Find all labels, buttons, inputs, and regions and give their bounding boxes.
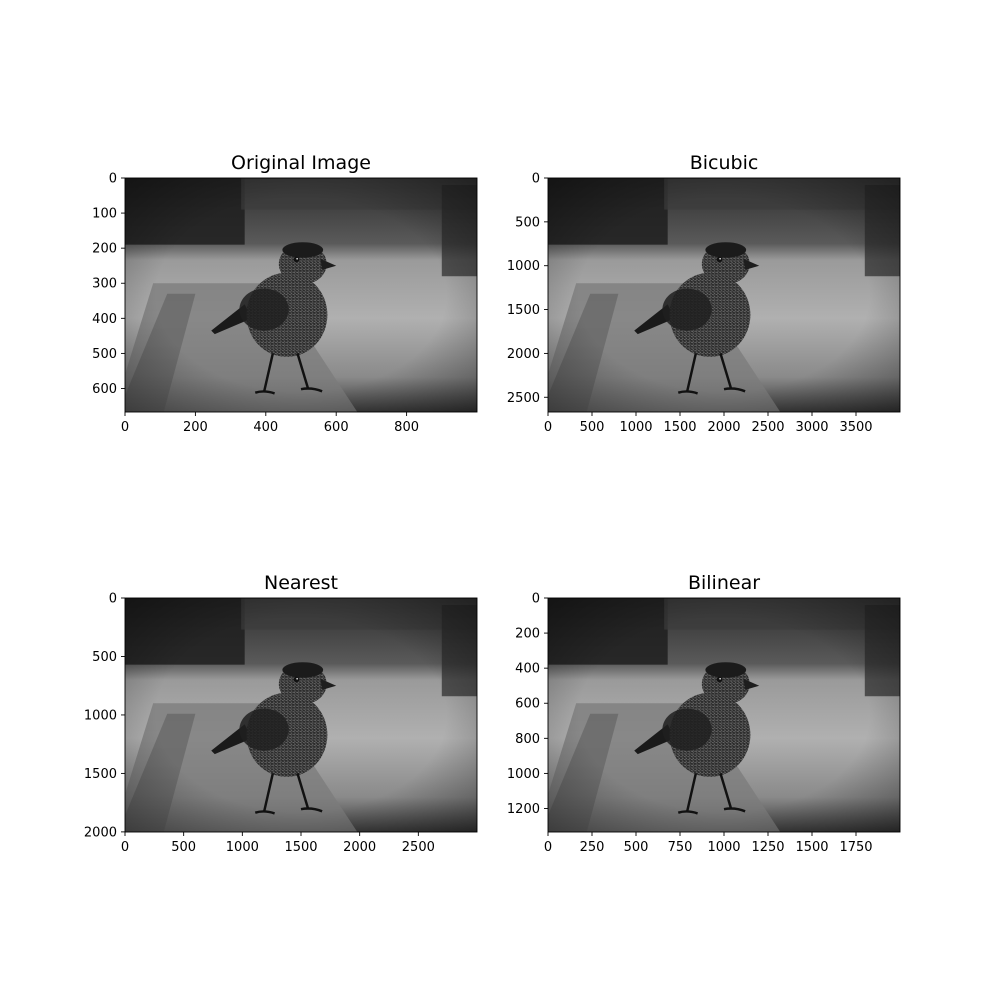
y-tick-label: 2500 (507, 391, 540, 406)
x-tick-label: 1000 (619, 420, 652, 435)
y-tick-label: 1000 (507, 259, 540, 274)
x-tick-label: 1500 (284, 840, 317, 855)
bird-image (548, 598, 900, 832)
x-tick-label: 0 (544, 840, 552, 855)
y-tick-label: 200 (515, 627, 540, 642)
subplot-3: Nearest 0 500 1000 1500 2000 2500 0 500 1000 1500 2… (84, 572, 478, 855)
x-tick-label: 2000 (707, 420, 740, 435)
x-tick-label: 800 (394, 420, 419, 435)
y-tick-label: 1000 (84, 708, 117, 723)
y-tick-label: 0 (532, 172, 540, 187)
x-tick-label: 500 (580, 420, 605, 435)
x-tick-label: 1500 (795, 840, 828, 855)
y-tick-label: 1200 (507, 802, 540, 817)
subplot-title: Nearest (264, 572, 338, 594)
x-tick-label: 400 (253, 420, 278, 435)
subplot-title: Bicubic (690, 152, 759, 174)
x-tick-label: 3000 (795, 420, 828, 435)
x-tick-label: 3500 (839, 420, 872, 435)
y-tick-label: 600 (92, 382, 117, 397)
subplot-4: Bilinear 0 250 500 750 1000 1250 1500 1750 0 200 40… (507, 572, 901, 855)
y-tick-label: 500 (92, 650, 117, 665)
y-tick-label: 100 (92, 207, 117, 222)
x-tick-label: 750 (668, 840, 693, 855)
x-tick-label: 200 (183, 420, 208, 435)
y-tick-label: 0 (109, 592, 117, 607)
subplot-2: Bicubic 0 500 1000 1500 2000 2500 3000 3500 0 500 1… (507, 152, 901, 435)
x-tick-label: 2000 (343, 840, 376, 855)
x-tick-label: 0 (121, 840, 129, 855)
x-tick-label: 1000 (226, 840, 259, 855)
y-tick-label: 0 (109, 172, 117, 187)
bird-image (125, 178, 477, 412)
y-tick-label: 300 (92, 277, 117, 292)
y-tick-label: 500 (515, 215, 540, 230)
subplot-1: Original Image 0 200 400 600 800 0 100 200 300 400… (92, 152, 478, 435)
y-tick-label: 2000 (507, 347, 540, 362)
y-tick-label: 600 (515, 697, 540, 712)
x-tick-label: 600 (324, 420, 349, 435)
bird-image (125, 598, 477, 832)
x-tick-label: 1250 (751, 840, 784, 855)
x-tick-label: 1750 (839, 840, 872, 855)
y-tick-label: 1500 (84, 767, 117, 782)
subplot-title: Bilinear (688, 572, 760, 594)
x-tick-label: 500 (624, 840, 649, 855)
x-tick-label: 2500 (402, 840, 435, 855)
bird-image (548, 178, 900, 412)
y-tick-label: 800 (515, 732, 540, 747)
x-tick-label: 1500 (663, 420, 696, 435)
y-tick-label: 2000 (84, 825, 117, 840)
y-tick-label: 1000 (507, 767, 540, 782)
x-tick-label: 0 (544, 420, 552, 435)
subplot-title: Original Image (231, 152, 371, 174)
y-tick-label: 0 (532, 592, 540, 607)
y-tick-label: 500 (92, 347, 117, 362)
x-tick-label: 500 (171, 840, 196, 855)
y-tick-label: 400 (92, 312, 117, 327)
y-tick-label: 200 (92, 242, 117, 257)
axes-frame (124, 177, 478, 413)
y-tick-label: 400 (515, 662, 540, 677)
x-tick-label: 250 (580, 840, 605, 855)
x-tick-label: 2500 (751, 420, 784, 435)
y-tick-label: 1500 (507, 303, 540, 318)
x-tick-label: 1000 (707, 840, 740, 855)
x-tick-label: 0 (121, 420, 129, 435)
